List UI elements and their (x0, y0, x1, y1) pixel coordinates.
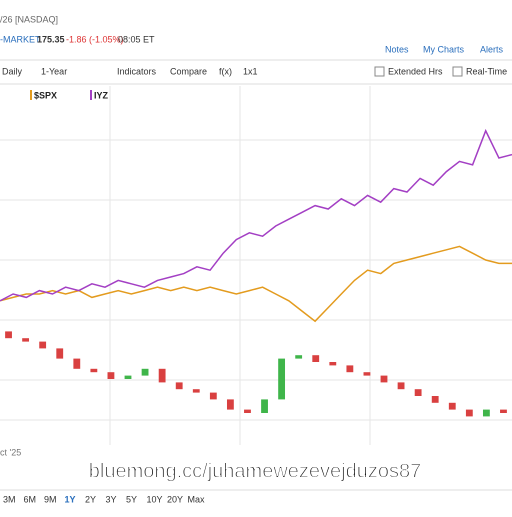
candle (141, 368, 149, 376)
range-button[interactable]: 5Y (126, 494, 137, 504)
range-button[interactable]: 3M (3, 494, 16, 504)
legend-swatch (30, 90, 32, 100)
legend-label: IYZ (94, 90, 109, 100)
range-button[interactable]: 2Y (85, 494, 96, 504)
header-link[interactable]: Notes (385, 44, 409, 54)
toolbar-button[interactable]: 1x1 (243, 66, 258, 76)
candle (22, 338, 30, 342)
candle (312, 355, 320, 362)
range-button[interactable]: 20Y (167, 494, 183, 504)
series-line (0, 128, 512, 302)
header-link[interactable]: Alerts (480, 44, 504, 54)
candle (414, 389, 422, 396)
candle (124, 375, 132, 379)
x-label: ct '25 (0, 447, 21, 457)
candle (192, 389, 200, 393)
candle (363, 372, 371, 376)
checkbox[interactable] (374, 66, 385, 77)
candle (39, 341, 47, 349)
toolbar-button[interactable]: Indicators (117, 66, 157, 76)
legend-label: $SPX (34, 90, 57, 100)
candle (465, 409, 473, 417)
legend-swatch (90, 90, 92, 100)
watermark: bluemong.cc/juhamewezevejduzos87 (89, 460, 421, 482)
candle (209, 392, 217, 400)
header-link[interactable]: My Charts (423, 44, 465, 54)
market: -MARKET (0, 34, 41, 44)
candle (380, 375, 388, 383)
candle (431, 396, 439, 403)
candle (5, 331, 12, 339)
time: 08:05 ET (118, 34, 155, 44)
candle (482, 409, 490, 417)
change: -1.86 (-1.05%) (66, 34, 124, 44)
checkbox-label[interactable]: Extended Hrs (388, 66, 443, 76)
candle (56, 348, 64, 359)
range-button[interactable]: 9M (44, 494, 57, 504)
candle (226, 399, 234, 410)
candle (448, 402, 456, 410)
candle (90, 368, 98, 373)
series-line (0, 245, 512, 323)
candle (107, 372, 115, 379)
grid (0, 86, 512, 445)
range-button[interactable]: 1Y (65, 494, 76, 504)
toolbar-button[interactable]: 1-Year (41, 66, 67, 76)
candle (329, 362, 337, 366)
candle (73, 358, 81, 369)
checkbox[interactable] (452, 66, 463, 77)
toolbar-button[interactable]: Daily (2, 66, 23, 76)
range-button[interactable]: 6M (24, 494, 37, 504)
range-button[interactable]: 10Y (147, 494, 163, 504)
candle (244, 409, 251, 413)
candle (158, 368, 166, 383)
exchange: /26 [NASDAQ] (0, 14, 58, 24)
checkbox-label[interactable]: Real-Time (466, 66, 507, 76)
range-button[interactable]: Max (188, 494, 206, 504)
candle (346, 365, 354, 373)
toolbar-button[interactable]: Compare (170, 66, 207, 76)
price: 175.35 (37, 34, 65, 44)
range-button[interactable]: 3Y (106, 494, 117, 504)
candle (261, 399, 268, 413)
candle (175, 382, 183, 390)
candle (295, 355, 303, 359)
toolbar-button[interactable]: f(x) (219, 66, 232, 76)
candle (397, 382, 405, 390)
candle (500, 409, 507, 413)
candle (278, 358, 286, 400)
